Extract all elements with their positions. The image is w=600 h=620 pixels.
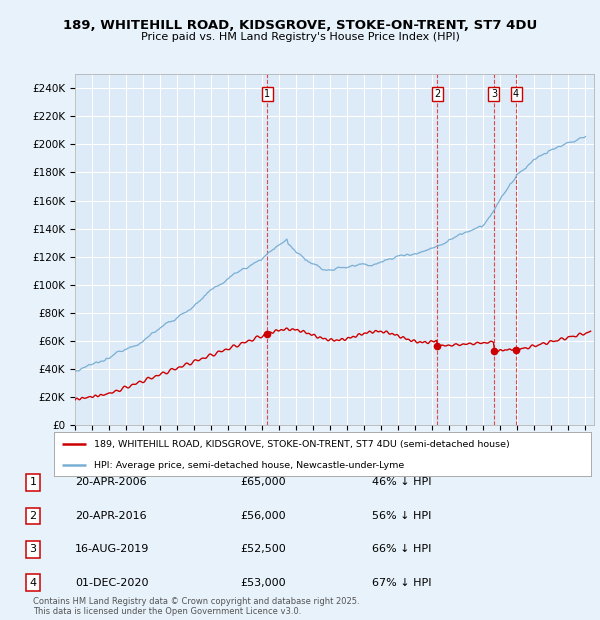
Text: 16-AUG-2019: 16-AUG-2019 xyxy=(75,544,149,554)
Text: 2: 2 xyxy=(29,511,37,521)
Text: 20-APR-2016: 20-APR-2016 xyxy=(75,511,146,521)
Text: 67% ↓ HPI: 67% ↓ HPI xyxy=(372,578,431,588)
Text: 56% ↓ HPI: 56% ↓ HPI xyxy=(372,511,431,521)
Text: 4: 4 xyxy=(29,578,37,588)
Text: Price paid vs. HM Land Registry's House Price Index (HPI): Price paid vs. HM Land Registry's House … xyxy=(140,32,460,42)
Text: 3: 3 xyxy=(29,544,37,554)
Text: 2: 2 xyxy=(434,89,440,99)
Text: £52,500: £52,500 xyxy=(240,544,286,554)
Text: 66% ↓ HPI: 66% ↓ HPI xyxy=(372,544,431,554)
Text: 20-APR-2006: 20-APR-2006 xyxy=(75,477,146,487)
Text: 1: 1 xyxy=(264,89,271,99)
Text: Contains HM Land Registry data © Crown copyright and database right 2025.
This d: Contains HM Land Registry data © Crown c… xyxy=(33,597,359,616)
Text: £53,000: £53,000 xyxy=(240,578,286,588)
Text: 01-DEC-2020: 01-DEC-2020 xyxy=(75,578,149,588)
Text: 189, WHITEHILL ROAD, KIDSGROVE, STOKE-ON-TRENT, ST7 4DU (semi-detached house): 189, WHITEHILL ROAD, KIDSGROVE, STOKE-ON… xyxy=(94,440,510,448)
Text: £65,000: £65,000 xyxy=(240,477,286,487)
Text: 46% ↓ HPI: 46% ↓ HPI xyxy=(372,477,431,487)
Text: 189, WHITEHILL ROAD, KIDSGROVE, STOKE-ON-TRENT, ST7 4DU: 189, WHITEHILL ROAD, KIDSGROVE, STOKE-ON… xyxy=(63,19,537,32)
Text: 3: 3 xyxy=(491,89,497,99)
Text: 1: 1 xyxy=(29,477,37,487)
Text: HPI: Average price, semi-detached house, Newcastle-under-Lyme: HPI: Average price, semi-detached house,… xyxy=(94,461,404,469)
Text: £56,000: £56,000 xyxy=(240,511,286,521)
Text: 4: 4 xyxy=(513,89,519,99)
